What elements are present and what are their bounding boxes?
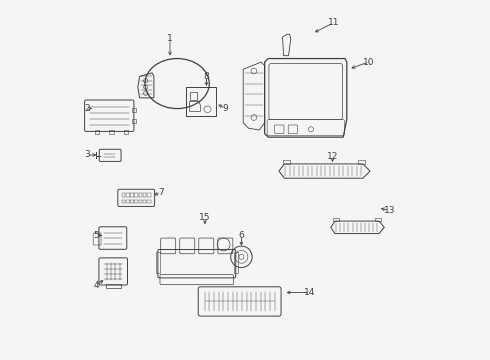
Bar [143, 193, 147, 197]
Bar [134, 200, 138, 203]
Text: 5: 5 [93, 231, 98, 240]
Text: 14: 14 [304, 288, 316, 297]
Bar [234, 252, 238, 273]
Bar [132, 108, 136, 112]
Bar [123, 130, 128, 134]
Text: 3: 3 [84, 150, 90, 159]
Text: 15: 15 [199, 213, 211, 222]
Bar [283, 159, 290, 164]
Text: 13: 13 [384, 206, 395, 215]
Text: 9: 9 [222, 104, 228, 113]
Bar [190, 92, 197, 100]
Text: 10: 10 [363, 58, 374, 67]
Text: 4: 4 [94, 281, 99, 290]
Bar [126, 193, 129, 197]
Text: 8: 8 [203, 72, 209, 81]
Bar [95, 130, 99, 134]
Bar [186, 87, 217, 116]
Text: 7: 7 [158, 188, 164, 197]
Bar [333, 217, 339, 221]
Bar [375, 217, 381, 221]
Bar [126, 200, 129, 203]
Text: 11: 11 [328, 18, 340, 27]
Bar [122, 193, 125, 197]
Text: 1: 1 [167, 35, 173, 44]
Bar [106, 284, 121, 288]
Bar [147, 193, 151, 197]
Bar [130, 193, 134, 197]
Text: 2: 2 [84, 104, 90, 113]
Bar [147, 200, 151, 203]
Bar [139, 200, 142, 203]
Bar [358, 159, 365, 164]
Bar [130, 200, 134, 203]
Bar [143, 200, 147, 203]
Bar [139, 193, 142, 197]
Bar [134, 193, 138, 197]
Bar [122, 200, 125, 203]
Text: 6: 6 [239, 231, 245, 240]
Bar [156, 252, 160, 273]
Bar [132, 118, 136, 123]
Text: 12: 12 [327, 152, 338, 161]
Bar [109, 130, 114, 134]
